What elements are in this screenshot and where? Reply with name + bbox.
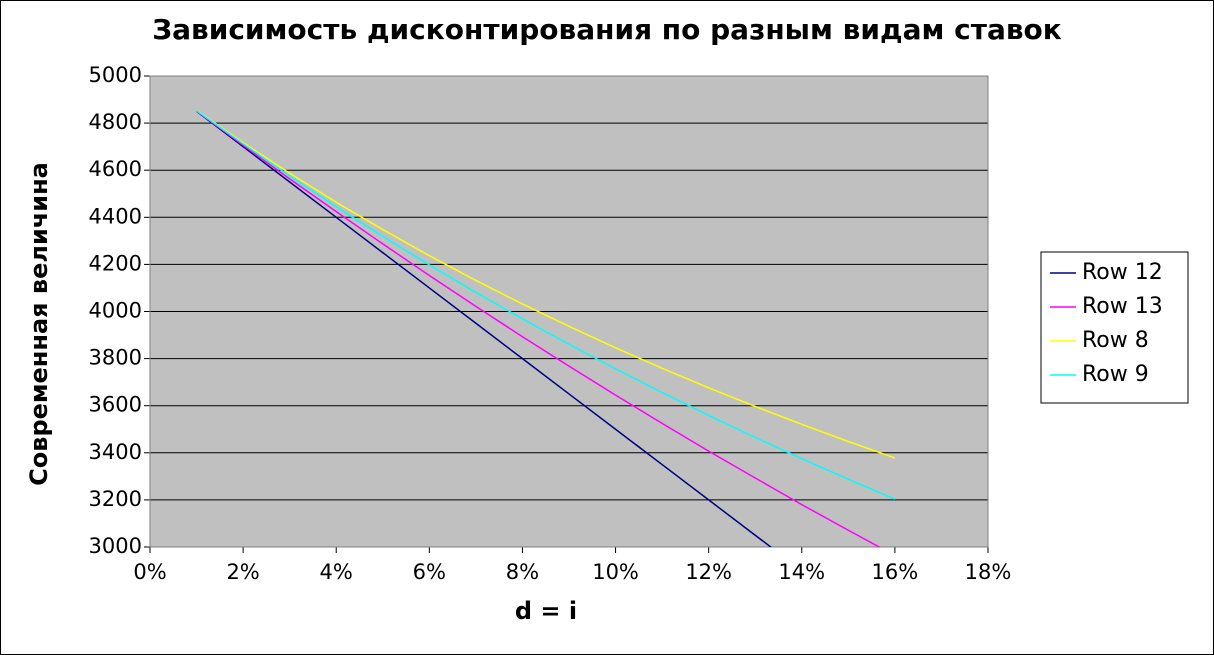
x-tick-label: 6% xyxy=(413,560,446,584)
legend-label: Row 13 xyxy=(1082,294,1163,319)
legend: Row 12 Row 13 Row 8 Row 9 xyxy=(1040,251,1189,404)
y-tick-label: 3200 xyxy=(89,487,142,511)
y-tick-label: 5000 xyxy=(89,63,142,87)
x-tick-label: 4% xyxy=(320,560,353,584)
series-line xyxy=(196,110,881,547)
y-tick-label: 4200 xyxy=(89,251,142,275)
y-tick-label: 4800 xyxy=(89,110,142,134)
series-group xyxy=(196,109,896,547)
x-tick-label: 18% xyxy=(965,560,1012,584)
x-axis-label: d = i xyxy=(515,597,577,625)
series-line xyxy=(196,110,896,500)
x-tick-label: 14% xyxy=(778,560,825,584)
x-tick-label: 10% xyxy=(592,560,639,584)
y-tick-label: 3600 xyxy=(89,393,142,417)
plot-border xyxy=(149,75,989,548)
chart-title: Зависимость дисконтирования по разным ви… xyxy=(152,13,1062,46)
legend-label: Row 8 xyxy=(1082,328,1149,353)
legend-label: Row 9 xyxy=(1082,362,1149,387)
y-tick-label: 4600 xyxy=(89,157,142,181)
y-tick-label: 4400 xyxy=(89,204,142,228)
y-tick-label: 4000 xyxy=(89,299,142,323)
series-line xyxy=(196,110,772,547)
legend-box xyxy=(1040,251,1189,404)
x-tick-label: 0% xyxy=(133,560,166,584)
x-tick-label: 16% xyxy=(872,560,919,584)
x-tick-label: 8% xyxy=(506,560,539,584)
y-axis-label: Современная величина xyxy=(25,162,53,486)
series-line xyxy=(196,109,896,459)
x-tick-label: 2% xyxy=(226,560,259,584)
y-tick-label: 3800 xyxy=(89,346,142,370)
legend-label: Row 12 xyxy=(1082,260,1163,285)
y-tick-label: 3000 xyxy=(89,534,142,558)
x-tick-label: 12% xyxy=(685,560,732,584)
y-tick-label: 3400 xyxy=(89,440,142,464)
